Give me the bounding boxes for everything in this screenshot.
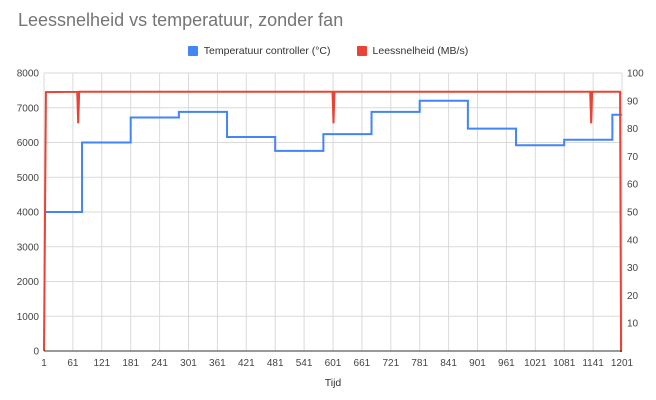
x-tick-label: 1081	[553, 358, 576, 369]
gridlines	[43, 72, 623, 352]
x-tick-label: 241	[151, 358, 168, 369]
x-tick-label: 541	[296, 358, 313, 369]
legend-label-read-speed: Leessnelheid (MB/s)	[372, 45, 469, 57]
x-tick-label: 361	[209, 358, 226, 369]
x-tick-label: 601	[325, 358, 342, 369]
x-tick-label: 181	[122, 358, 139, 369]
y-left-tick-label: 2000	[17, 277, 40, 288]
x-tick-label: 61	[67, 358, 79, 369]
x-tick-label: 841	[440, 358, 457, 369]
axes: 0 1000 2000 3000 4000 5000 6000 7000 8000 10 20 30 4…	[17, 69, 644, 370]
y-left-tick-label: 8000	[17, 69, 40, 80]
y-right-tick-label: 100	[627, 69, 644, 80]
legend-item-temperature[interactable]: Temperatuur controller (°C)	[187, 45, 331, 57]
y-right-tick-label: 60	[627, 180, 639, 191]
x-tick-label: 661	[354, 358, 371, 369]
y-left-tick-label: 6000	[17, 138, 40, 149]
x-axis-title: Tijd	[325, 377, 342, 389]
x-tick-label: 421	[238, 358, 255, 369]
x-tick-label: 481	[267, 358, 284, 369]
y-left-tick-label: 5000	[17, 173, 40, 184]
x-tick-label: 721	[382, 358, 399, 369]
x-tick-label: 1201	[611, 358, 634, 369]
legend-swatch-temperature	[187, 46, 198, 56]
y-left-tick-label: 0	[33, 347, 39, 358]
chart-title: Leessnelheid vs temperatuur, zonder fan	[18, 10, 344, 30]
x-tick-label: 121	[93, 358, 110, 369]
y-right-tick-label: 30	[627, 263, 639, 274]
temperature-series-line	[44, 99, 622, 213]
y-left-tick-label: 4000	[17, 208, 40, 219]
y-right-tick-label: 90	[627, 96, 639, 107]
y-left-tick-label: 7000	[17, 103, 40, 114]
y-right-tick-label: 80	[627, 124, 639, 135]
y-left-tick-label: 3000	[17, 242, 40, 253]
x-tick-label: 301	[180, 358, 197, 369]
x-tick-label: 781	[411, 358, 428, 369]
x-tick-label: 1021	[524, 358, 547, 369]
y-left-tick-label: 1000	[17, 312, 40, 323]
legend-label-temperature: Temperatuur controller (°C)	[203, 45, 331, 57]
series-layer	[43, 90, 623, 352]
y-right-tick-label: 20	[627, 291, 639, 302]
legend-swatch-read-speed	[356, 46, 367, 56]
x-tick-label: 1	[41, 358, 47, 369]
y-right-tick-label: 50	[627, 208, 639, 219]
y-right-tick-label: 40	[627, 235, 639, 246]
y-right-tick-label: 10	[627, 319, 639, 330]
legend: Temperatuur controller (°C) Leessnelheid…	[0, 45, 656, 57]
x-tick-label: 961	[498, 358, 515, 369]
x-tick-label: 1141	[582, 358, 604, 369]
y-right-tick-label: 70	[627, 152, 639, 163]
read-speed-series-line	[43, 90, 623, 352]
legend-item-read-speed[interactable]: Leessnelheid (MB/s)	[356, 45, 469, 57]
x-tick-label: 901	[469, 358, 486, 369]
